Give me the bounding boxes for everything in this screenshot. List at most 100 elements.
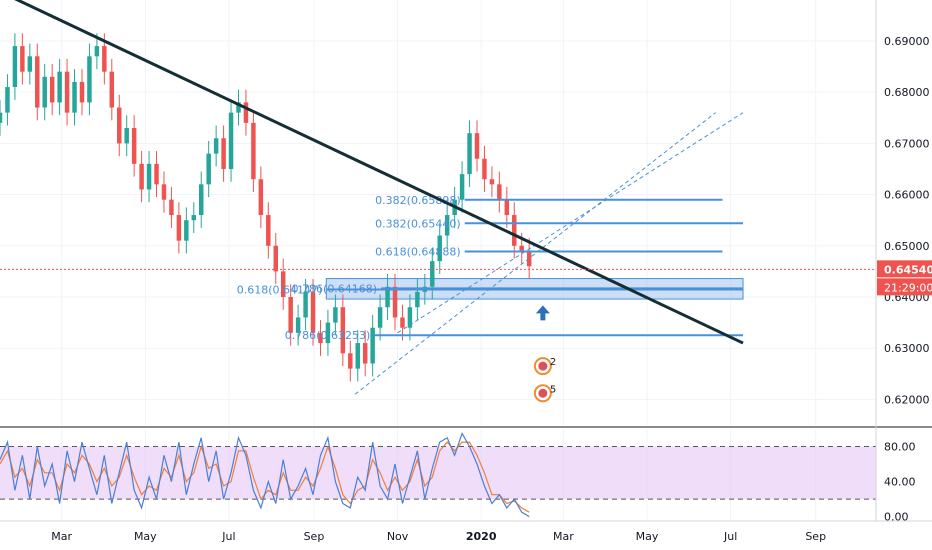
candle — [57, 58, 62, 116]
candle — [12, 33, 18, 100]
candle-body — [370, 327, 375, 364]
candle — [474, 120, 480, 172]
candle — [146, 151, 152, 203]
candle — [191, 202, 197, 233]
candle-body — [348, 353, 353, 369]
candle-body — [437, 235, 442, 262]
candle-body — [213, 138, 219, 154]
candle — [437, 222, 442, 274]
candle-body — [340, 307, 346, 354]
candle-body — [288, 296, 293, 333]
candle-body — [504, 199, 510, 216]
candle — [325, 309, 331, 356]
candle — [124, 115, 129, 157]
x-tick-label: Sep — [304, 530, 325, 543]
candle-body — [295, 317, 301, 333]
candle-body — [303, 291, 308, 318]
x-tick-label: Jul — [723, 530, 737, 543]
countdown-badge — [877, 278, 932, 296]
candle — [497, 171, 502, 213]
candle — [154, 151, 159, 198]
candle-body — [400, 317, 405, 328]
candle — [482, 145, 487, 193]
candle — [131, 115, 137, 177]
candle — [355, 330, 360, 382]
candle — [444, 202, 450, 249]
fib-level: 0.618(0.64888) — [375, 246, 723, 259]
candle-body — [161, 184, 167, 200]
candle — [415, 279, 420, 321]
candle-body — [512, 215, 517, 246]
fib-level-label: 0.786(0.63253) — [285, 329, 371, 342]
candle-body — [42, 76, 47, 108]
y-tick-label: 0.68000 — [884, 86, 930, 99]
countdown-label: 21:29:00 — [884, 281, 932, 294]
candle — [87, 43, 92, 116]
candle-body — [236, 102, 241, 113]
candle — [258, 166, 264, 228]
candle — [20, 33, 25, 85]
candle-body — [87, 56, 92, 103]
candle-body — [430, 261, 435, 287]
trend-channel[interactable] — [354, 112, 744, 395]
candle — [340, 294, 346, 367]
stochastic-oscillator — [0, 426, 932, 518]
oscillator-tick-label: 80.00 — [884, 441, 916, 454]
candle — [303, 279, 308, 331]
candle-body — [362, 343, 368, 364]
candle — [94, 33, 100, 70]
current-price-label: 0.64540 — [884, 263, 932, 276]
candle-body — [27, 56, 33, 72]
x-tick-label: May — [134, 530, 157, 543]
stochastic-k-line — [0, 431, 530, 518]
x-tick-label: Mar — [553, 530, 574, 543]
candle — [273, 232, 278, 285]
arrow-up-icon[interactable] — [535, 305, 550, 321]
event-badge: 2 — [533, 357, 556, 376]
candle — [0, 99, 3, 136]
x-tick-label: Mar — [51, 530, 72, 543]
candle-body — [355, 343, 360, 369]
fib-level-label: 0.786(0.64168) — [292, 282, 378, 295]
candle-body — [184, 220, 189, 241]
candle-body — [102, 46, 107, 72]
candle — [489, 166, 495, 198]
candle — [49, 64, 55, 116]
fib-level: 0.618(0.64147) — [237, 283, 744, 296]
candle — [169, 186, 174, 228]
candle-body — [5, 87, 10, 113]
event-count: 5 — [550, 384, 556, 395]
candle — [467, 120, 472, 187]
candle — [109, 58, 115, 121]
candle — [184, 207, 189, 254]
candle — [117, 94, 122, 157]
fib-level-label: 0.618(0.64147) — [237, 283, 323, 296]
fib-level: 0.382(0.65440) — [375, 217, 744, 230]
candle — [64, 58, 70, 126]
candle-body — [221, 138, 226, 169]
candle-body — [124, 128, 129, 144]
fibonacci-levels[interactable]: 0.382(0.65898) 0.382(0.65440) 0.618(0.6488… — [237, 194, 744, 342]
candle — [27, 43, 33, 85]
x-tick-label: Nov — [387, 530, 409, 543]
x-tick-label: 2020 — [466, 530, 497, 543]
candle — [370, 314, 375, 377]
fib-level-label: 0.382(0.65440) — [375, 217, 461, 230]
candle-body — [191, 215, 197, 221]
candle-body — [243, 102, 249, 123]
candle — [198, 171, 204, 228]
event-badges[interactable]: 25 — [533, 357, 556, 403]
trendline[interactable] — [7, 0, 744, 345]
candle-body — [94, 46, 100, 57]
fib-level: 0.382(0.65898) — [375, 194, 723, 207]
candle — [362, 330, 368, 377]
candle — [206, 140, 211, 198]
flag-icon — [538, 388, 548, 398]
candle — [318, 320, 323, 356]
current-price-badge — [877, 260, 932, 278]
candle-body — [131, 128, 137, 164]
candle — [504, 186, 510, 228]
candle — [280, 258, 286, 310]
